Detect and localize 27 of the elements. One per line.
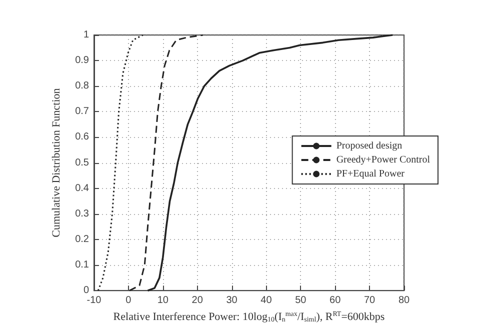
x-tick-label: 40 [260,295,272,306]
y-axis-title: Cumulative Distribution Function [50,88,62,238]
x-tick-label: 0 [126,295,132,306]
x-tick-label: 70 [364,295,376,306]
y-tick-label: 0.2 [75,234,90,245]
x-tick-label: 50 [295,295,307,306]
y-tick-label: 0.9 [75,55,90,66]
legend-label: PF+Equal Power [336,168,406,180]
line-series [97,34,144,292]
y-tick-label: 0.4 [75,182,90,194]
y-tick-label: 0.5 [75,157,90,168]
legend-label: Greedy+Power Control [336,154,430,166]
y-tick-label: 0.1 [75,260,90,271]
legend-label: Proposed design [336,140,402,152]
y-tick-label: 0.3 [75,208,90,220]
y-tick-label: 0.8 [75,80,90,92]
y-tick-label: 0.7 [75,106,90,118]
x-tick-label: -10 [86,295,102,306]
y-tick-label: 0.6 [75,132,90,143]
x-tick-label: 80 [398,295,410,306]
x-tick-label: 20 [192,295,204,306]
x-tick-label: 60 [330,295,342,306]
y-tick-label: 1 [83,30,90,40]
line-series [128,34,204,292]
x-tick-label: 30 [226,295,238,306]
y-tick-label: 0 [83,285,90,296]
x-tick-label: 10 [157,295,169,306]
